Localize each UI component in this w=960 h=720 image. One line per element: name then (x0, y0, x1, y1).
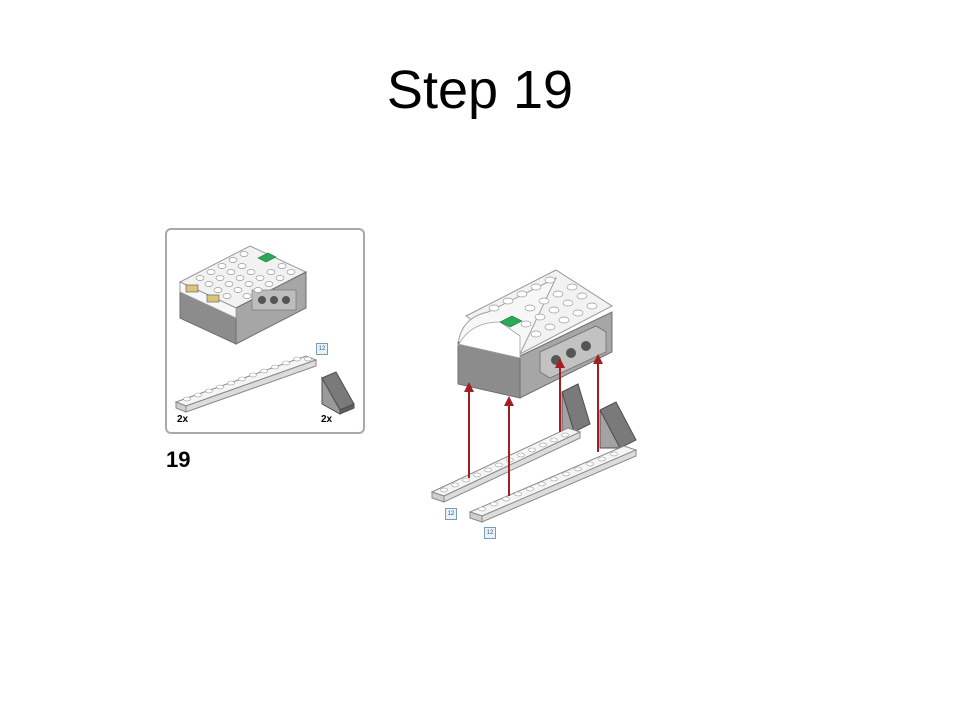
slope-quantity-label: 2x (321, 414, 333, 425)
step-number: 19 (166, 447, 191, 472)
length-tag-back-plate: 12 (445, 508, 457, 520)
assembly-arrows (464, 354, 603, 496)
length-tag-box: 12 (316, 343, 328, 355)
slope-part-thumbnail (321, 371, 355, 415)
plate-main-front (468, 445, 638, 523)
length-tag-front-plate: 12 (484, 527, 496, 539)
smart-hub-main (457, 269, 613, 399)
smart-hub-thumbnail (178, 245, 308, 345)
plate-studs (440, 432, 618, 512)
plate-part-thumbnail (174, 355, 318, 413)
plate-quantity-label: 2x (177, 414, 189, 425)
slide-title: Step 19 (386, 60, 574, 120)
plate-main-back (430, 427, 582, 503)
